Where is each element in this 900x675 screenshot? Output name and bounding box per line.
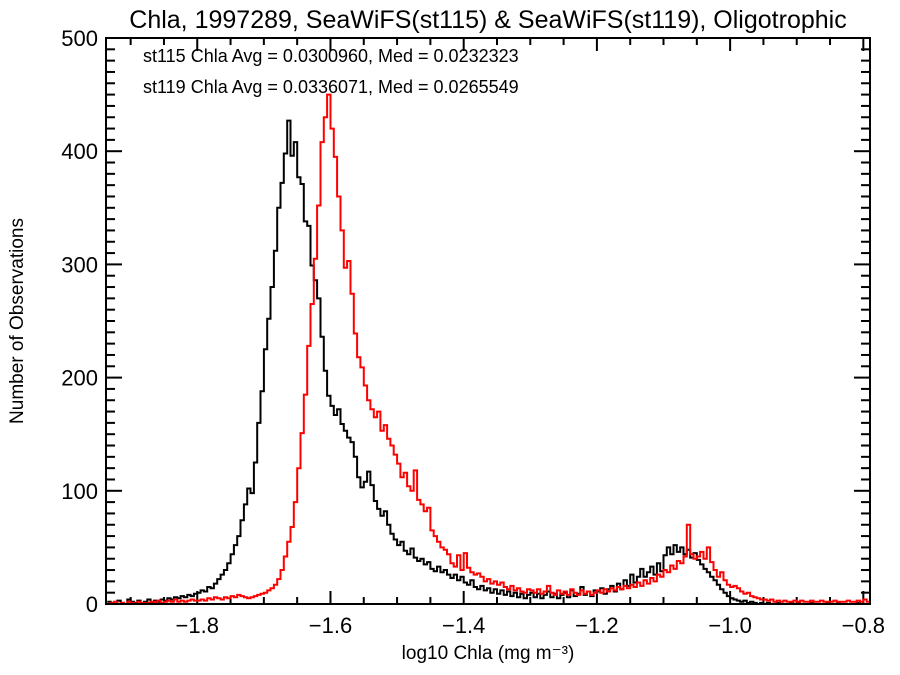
y-tick-label: 0	[86, 592, 98, 617]
plot-frame	[105, 37, 871, 605]
stats-line-st115: st115 Chla Avg = 0.0300960, Med = 0.0232…	[143, 46, 519, 66]
x-axis-label: log10 Chla (mg m⁻³)	[402, 643, 575, 664]
x-tick-label: −1.4	[442, 613, 485, 638]
y-tick-label: 100	[61, 479, 98, 504]
x-tick-label: −1.2	[575, 613, 618, 638]
y-tick-label: 500	[61, 26, 98, 51]
axis-ticks	[106, 37, 870, 605]
chart-title: Chla, 1997289, SeaWiFS(st115) & SeaWiFS(…	[129, 6, 846, 34]
x-tick-label: −1.8	[176, 613, 219, 638]
axis-tick-labels: −1.8 −1.6 −1.4 −1.2 −1.0 −0.8 0 100 200 300 400 500	[61, 26, 885, 638]
x-tick-label: −1.0	[708, 613, 751, 638]
x-tick-label: −0.8	[842, 613, 885, 638]
histogram-line-st115	[107, 119, 870, 605]
y-tick-label: 300	[61, 252, 98, 277]
histogram-series	[107, 93, 870, 605]
x-tick-label: −1.6	[309, 613, 352, 638]
y-axis-label: Number of Observations	[7, 218, 28, 424]
stats-line-st119: st119 Chla Avg = 0.0336071, Med = 0.0265…	[143, 77, 519, 97]
y-tick-label: 200	[61, 366, 98, 391]
histogram-line-st119	[107, 93, 870, 605]
y-tick-label: 400	[61, 139, 98, 164]
